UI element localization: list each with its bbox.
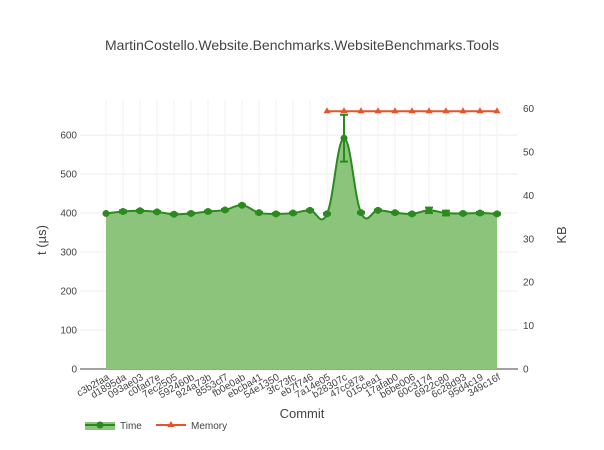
y-axis-title: t (µs) bbox=[34, 225, 49, 255]
series-points bbox=[102, 107, 501, 218]
y2-tick-label: 60 bbox=[523, 104, 535, 115]
y2-tick-label: 20 bbox=[523, 278, 535, 289]
time-point bbox=[221, 206, 229, 214]
time-point bbox=[255, 209, 263, 217]
memory-point bbox=[476, 107, 484, 114]
time-point bbox=[136, 207, 144, 215]
chart-title: MartinCostello.Website.Benchmarks.Websit… bbox=[105, 37, 499, 53]
y2-tick-label: 50 bbox=[523, 148, 535, 159]
time-point bbox=[238, 201, 246, 209]
time-point bbox=[170, 210, 178, 218]
time-point bbox=[442, 209, 450, 217]
time-point bbox=[459, 209, 467, 217]
memory-point bbox=[459, 107, 467, 114]
y2-tick-label: 0 bbox=[523, 365, 529, 376]
y-tick-label: 400 bbox=[60, 209, 77, 220]
time-point bbox=[408, 210, 416, 218]
memory-point bbox=[374, 107, 382, 114]
legend-memory-label: Memory bbox=[191, 421, 227, 432]
y2-tick-label: 10 bbox=[523, 321, 535, 332]
y-tick-label: 500 bbox=[60, 170, 77, 181]
memory-point bbox=[357, 107, 365, 114]
legend-item-memory[interactable]: Memory bbox=[156, 421, 227, 432]
series-lines bbox=[105, 110, 498, 221]
time-point bbox=[391, 209, 399, 217]
x-axis-title: Commit bbox=[280, 406, 325, 421]
time-point bbox=[374, 206, 382, 214]
time-point bbox=[119, 207, 127, 215]
memory-point bbox=[425, 107, 433, 114]
y-tick-label: 300 bbox=[60, 248, 77, 259]
time-point bbox=[204, 207, 212, 215]
memory-point bbox=[391, 107, 399, 114]
time-point bbox=[153, 208, 161, 216]
time-area bbox=[106, 138, 497, 369]
y-tick-label: 100 bbox=[60, 326, 77, 337]
memory-point bbox=[493, 107, 501, 114]
y2-tick-label: 40 bbox=[523, 191, 535, 202]
y-tick-label: 600 bbox=[60, 131, 77, 142]
y-tick-label: 200 bbox=[60, 287, 77, 298]
time-point bbox=[187, 209, 195, 217]
legend-item-time[interactable]: Time bbox=[85, 421, 142, 432]
legend: Time Memory bbox=[85, 421, 227, 432]
y2-axis-title: KB bbox=[554, 226, 569, 243]
time-point bbox=[272, 210, 280, 218]
y-tick-label: 0 bbox=[71, 365, 77, 376]
time-point bbox=[493, 210, 501, 218]
time-point bbox=[476, 209, 484, 217]
time-point bbox=[102, 209, 110, 217]
time-point bbox=[340, 134, 348, 142]
time-point bbox=[357, 209, 365, 217]
time-point bbox=[289, 209, 297, 217]
y2-tick-label: 30 bbox=[523, 234, 535, 245]
memory-point bbox=[340, 107, 348, 114]
legend-time-marker bbox=[96, 421, 104, 429]
time-point bbox=[306, 206, 314, 214]
time-area-fill bbox=[106, 138, 497, 369]
legend-memory-marker bbox=[167, 421, 175, 427]
legend-time-label: Time bbox=[120, 421, 142, 432]
memory-point bbox=[408, 107, 416, 114]
time-line bbox=[105, 137, 498, 221]
time-point bbox=[425, 206, 433, 214]
time-point bbox=[323, 210, 331, 218]
memory-point bbox=[323, 107, 331, 114]
memory-point bbox=[442, 107, 450, 114]
